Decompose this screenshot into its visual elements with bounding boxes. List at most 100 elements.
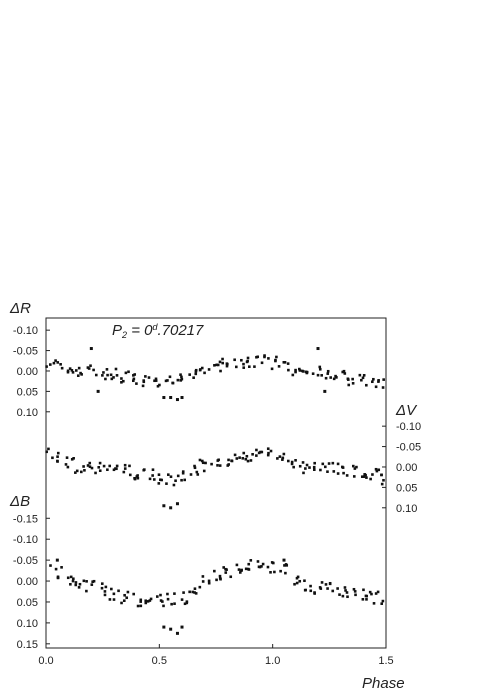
- data-point: [279, 569, 282, 573]
- axis-label-delta-r: ΔR: [9, 300, 31, 317]
- data-point: [282, 360, 286, 364]
- data-point: [75, 469, 79, 473]
- x-axis-label: Phase: [362, 675, 405, 692]
- data-point: [312, 465, 316, 469]
- data-point: [182, 591, 185, 594]
- data-point: [263, 354, 266, 357]
- data-point: [126, 590, 130, 594]
- data-point: [105, 368, 109, 371]
- data-point: [74, 581, 78, 584]
- data-point: [82, 579, 86, 583]
- data-point: [338, 593, 341, 596]
- data-point: [56, 455, 59, 458]
- data-point: [374, 385, 378, 389]
- data-point: [166, 597, 170, 601]
- data-point: [102, 371, 105, 374]
- outlier-point: [175, 631, 179, 635]
- axis-label-delta-v: ΔV: [395, 402, 418, 419]
- data-point: [115, 374, 119, 377]
- data-point: [362, 373, 366, 377]
- data-point: [85, 589, 88, 593]
- data-point: [332, 470, 336, 473]
- data-point: [115, 467, 118, 471]
- data-point: [225, 364, 229, 368]
- data-point: [342, 369, 346, 373]
- data-point: [377, 468, 381, 472]
- y-tick-label: 0.00: [17, 576, 38, 588]
- y-tick-label: -0.15: [13, 513, 38, 525]
- data-point: [319, 468, 322, 472]
- data-point: [371, 473, 374, 476]
- data-point: [207, 368, 211, 371]
- data-point: [219, 369, 222, 373]
- data-point: [235, 457, 239, 460]
- data-point: [56, 361, 60, 364]
- data-point: [74, 369, 78, 372]
- data-point: [237, 568, 241, 571]
- data-point: [305, 463, 309, 467]
- data-point: [82, 465, 85, 468]
- data-point: [133, 373, 137, 376]
- data-point: [54, 359, 57, 362]
- data-point: [173, 602, 176, 605]
- data-point: [78, 582, 82, 586]
- data-point: [328, 582, 332, 586]
- data-point: [144, 375, 147, 378]
- data-point: [270, 561, 274, 564]
- data-point: [380, 482, 384, 486]
- data-point: [169, 475, 173, 479]
- data-point: [158, 383, 161, 387]
- data-point: [207, 581, 211, 585]
- data-point: [112, 592, 116, 596]
- data-point: [92, 368, 95, 372]
- data-point: [229, 575, 233, 579]
- data-point: [219, 577, 222, 581]
- data-point: [336, 587, 339, 590]
- data-point: [80, 470, 83, 474]
- data-point: [281, 456, 285, 460]
- data-point: [313, 591, 316, 594]
- data-point: [193, 591, 196, 594]
- data-point: [240, 569, 243, 572]
- data-point: [148, 477, 152, 481]
- data-point: [266, 453, 270, 457]
- data-point: [318, 365, 322, 369]
- y-tick-label: 0.10: [17, 407, 38, 419]
- data-point: [324, 583, 328, 586]
- data-point: [287, 459, 290, 463]
- data-point: [66, 370, 70, 374]
- data-point: [278, 455, 282, 458]
- data-point: [326, 470, 329, 473]
- data-point: [154, 379, 158, 382]
- data-point: [49, 564, 52, 567]
- data-point: [188, 590, 191, 594]
- data-point: [308, 466, 311, 469]
- y-tick-label: -0.10: [396, 421, 421, 433]
- data-point: [139, 604, 143, 608]
- data-point: [176, 474, 180, 478]
- data-point: [233, 358, 236, 362]
- data-point: [103, 593, 107, 597]
- data-point: [88, 461, 92, 465]
- data-point: [142, 379, 145, 382]
- data-point: [296, 575, 300, 579]
- data-point: [102, 464, 106, 468]
- data-point: [207, 579, 211, 583]
- data-point: [303, 579, 306, 583]
- data-point: [320, 581, 324, 584]
- y-tick-label: 0.00: [396, 462, 417, 474]
- period-annotation: P2 = 0d.70217: [112, 322, 204, 340]
- data-point: [123, 467, 127, 470]
- data-point: [354, 593, 357, 597]
- data-point: [382, 478, 385, 482]
- data-point: [256, 355, 260, 359]
- data-point: [45, 450, 48, 454]
- data-point: [125, 596, 129, 600]
- data-point: [218, 464, 222, 467]
- data-point: [86, 464, 90, 467]
- data-point: [92, 579, 96, 583]
- data-point: [374, 592, 378, 595]
- data-point: [122, 379, 125, 383]
- data-point: [351, 464, 355, 468]
- data-point: [290, 462, 294, 466]
